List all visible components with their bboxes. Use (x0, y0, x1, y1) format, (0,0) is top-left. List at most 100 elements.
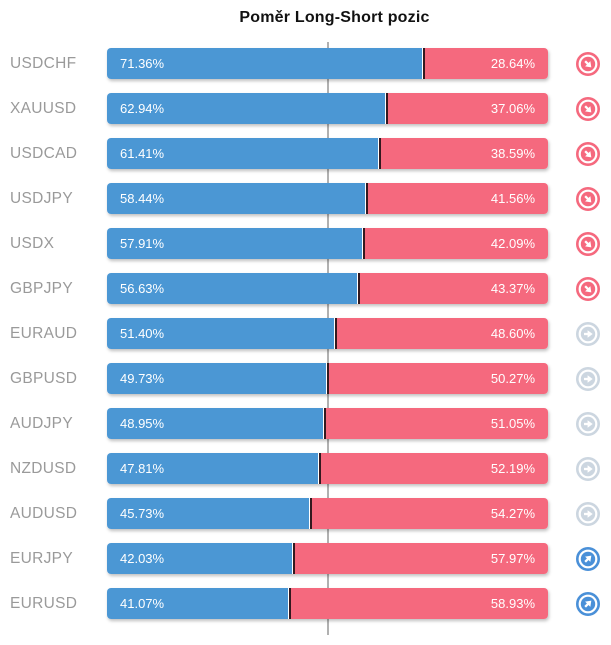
chart-row: AUDUSD 45.73% 54.27% (0, 491, 611, 536)
instrument-label: NZDUSD (10, 459, 77, 477)
trend-icon-cell (548, 411, 611, 437)
chart-row: EURAUD 51.40% 48.60% (0, 311, 611, 356)
short-value: 37.06% (490, 101, 535, 116)
chart-title: Poměr Long-Short pozic (239, 9, 430, 26)
short-bar-segment[interactable]: 37.06% (385, 93, 548, 124)
long-bar-segment[interactable]: 58.44% (107, 183, 365, 214)
chart-row: USDCHF 71.36% 28.64% (0, 41, 611, 86)
trend-icon-cell (548, 591, 611, 617)
trend-flat-icon (576, 321, 600, 346)
chart-row: GBPUSD 49.73% 50.27% (0, 356, 611, 401)
long-bar-segment[interactable]: 45.73% (107, 498, 309, 529)
instrument-label: EURJPY (10, 549, 73, 567)
short-value: 58.93% (490, 596, 535, 611)
ratio-bar: 71.36% 28.64% (107, 48, 548, 79)
chart-row: EURUSD 41.07% 58.93% (0, 581, 611, 626)
short-value: 42.09% (490, 236, 535, 251)
trend-icon-cell (548, 186, 611, 212)
trend-icon-cell (548, 456, 611, 482)
short-bar-segment[interactable]: 41.56% (365, 183, 548, 214)
chart-rows: USDCHF 71.36% 28.64% XAUUSD 62.94% 37.06% USDC… (0, 41, 611, 626)
chart-row: NZDUSD 47.81% 52.19% (0, 446, 611, 491)
chart-row: XAUUSD 62.94% 37.06% (0, 86, 611, 131)
trend-flat-icon (576, 501, 600, 526)
ratio-bar: 58.44% 41.56% (107, 183, 548, 214)
chart-row: USDJPY 58.44% 41.56% (0, 176, 611, 221)
trend-flat-icon (576, 456, 600, 481)
instrument-label: GBPJPY (10, 279, 73, 297)
trend-icon-cell (548, 546, 611, 572)
long-bar-segment[interactable]: 48.95% (107, 408, 323, 439)
trend-icon-cell (548, 231, 611, 257)
ratio-bar: 41.07% 58.93% (107, 588, 548, 619)
ratio-bar: 57.91% 42.09% (107, 228, 548, 259)
trend-icon-cell (548, 141, 611, 167)
chart-row: USDCAD 61.41% 38.59% (0, 131, 611, 176)
trend-flat-icon (576, 411, 600, 436)
trend-down-icon (576, 231, 600, 256)
short-bar-segment[interactable]: 48.60% (334, 318, 548, 349)
chart-row: EURJPY 42.03% 57.97% (0, 536, 611, 581)
trend-down-icon (576, 276, 600, 301)
trend-up-icon (576, 546, 600, 571)
long-bar-segment[interactable]: 51.40% (107, 318, 334, 349)
chart-row: USDX 57.91% 42.09% (0, 221, 611, 266)
trend-icon-cell (548, 276, 611, 302)
short-bar-segment[interactable]: 57.97% (293, 543, 548, 574)
long-value: 58.44% (120, 191, 165, 206)
trend-icon-cell (548, 51, 611, 77)
long-value: 48.95% (120, 416, 165, 431)
instrument-label: USDCHF (10, 54, 77, 72)
trend-icon-cell (548, 501, 611, 527)
short-value: 51.05% (490, 416, 535, 431)
short-bar-segment[interactable]: 28.64% (422, 48, 548, 79)
ratio-bar: 62.94% 37.06% (107, 93, 548, 124)
long-value: 45.73% (120, 506, 165, 521)
instrument-label: USDX (10, 234, 55, 252)
short-value: 43.37% (490, 281, 535, 296)
ratio-bar: 56.63% 43.37% (107, 273, 548, 304)
long-bar-segment[interactable]: 42.03% (107, 543, 293, 574)
trend-icon-cell (548, 321, 611, 347)
long-bar-segment[interactable]: 56.63% (107, 273, 357, 304)
short-value: 50.27% (490, 371, 535, 386)
ratio-bar: 61.41% 38.59% (107, 138, 548, 169)
short-bar-segment[interactable]: 43.37% (357, 273, 548, 304)
long-value: 57.91% (120, 236, 165, 251)
short-bar-segment[interactable]: 52.19% (318, 453, 548, 484)
instrument-label: EURUSD (10, 594, 78, 612)
short-value: 52.19% (490, 461, 535, 476)
short-value: 38.59% (490, 146, 535, 161)
ratio-bar: 47.81% 52.19% (107, 453, 548, 484)
short-bar-segment[interactable]: 38.59% (378, 138, 548, 169)
long-bar-segment[interactable]: 41.07% (107, 588, 289, 619)
trend-icon-cell (548, 96, 611, 122)
long-bar-segment[interactable]: 62.94% (107, 93, 385, 124)
trend-up-icon (576, 591, 600, 616)
long-bar-segment[interactable]: 49.73% (107, 363, 327, 394)
short-bar-segment[interactable]: 54.27% (309, 498, 548, 529)
instrument-label: AUDJPY (10, 414, 73, 432)
long-bar-segment[interactable]: 61.41% (107, 138, 378, 169)
short-value: 41.56% (490, 191, 535, 206)
short-bar-segment[interactable]: 50.27% (327, 363, 548, 394)
instrument-label: USDCAD (10, 144, 78, 162)
long-value: 41.07% (120, 596, 165, 611)
chart-row: AUDJPY 48.95% 51.05% (0, 401, 611, 446)
long-value: 61.41% (120, 146, 165, 161)
instrument-label: GBPUSD (10, 369, 78, 387)
trend-icon-cell (548, 366, 611, 392)
long-bar-segment[interactable]: 47.81% (107, 453, 318, 484)
trend-down-icon (576, 186, 600, 211)
long-value: 47.81% (120, 461, 165, 476)
short-value: 48.60% (490, 326, 535, 341)
short-bar-segment[interactable]: 51.05% (323, 408, 548, 439)
short-bar-segment[interactable]: 58.93% (289, 588, 548, 619)
ratio-bar: 49.73% 50.27% (107, 363, 548, 394)
long-bar-segment[interactable]: 57.91% (107, 228, 363, 259)
long-bar-segment[interactable]: 71.36% (107, 48, 422, 79)
trend-down-icon (576, 96, 600, 121)
short-bar-segment[interactable]: 42.09% (363, 228, 548, 259)
short-value: 28.64% (490, 56, 535, 71)
short-value: 54.27% (490, 506, 535, 521)
